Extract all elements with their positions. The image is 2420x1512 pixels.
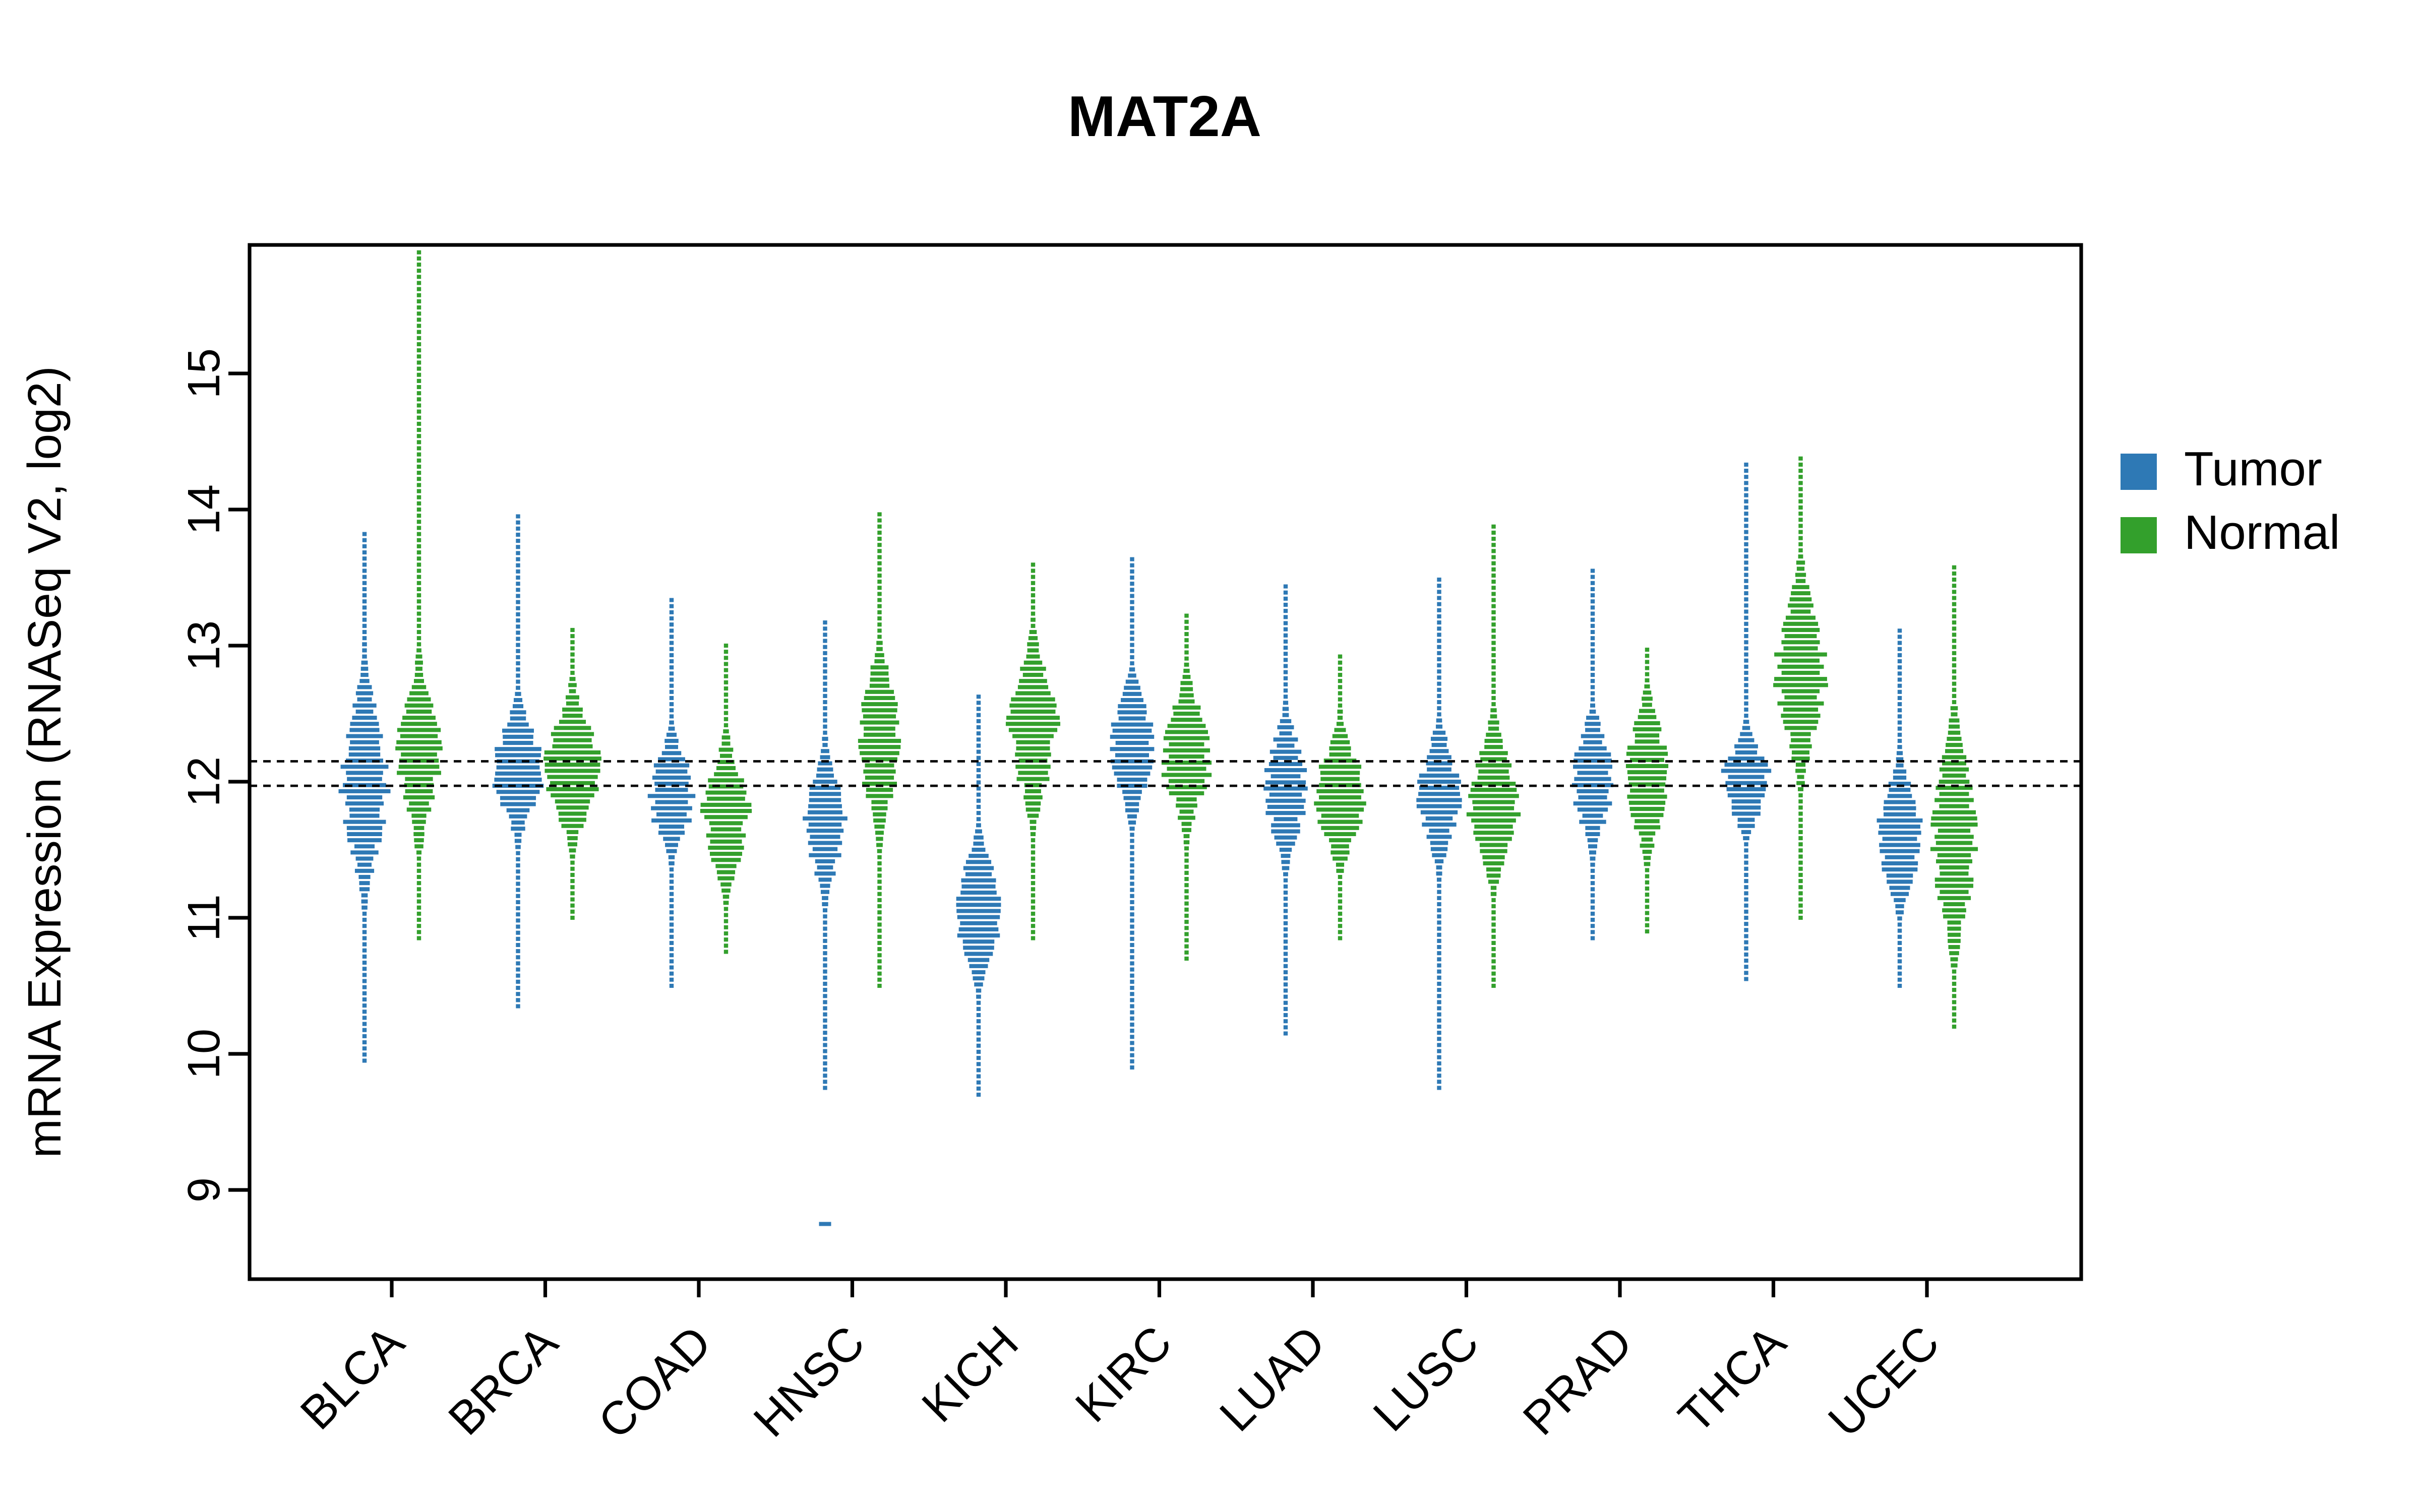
violin-kich-normal (1005, 562, 1061, 940)
violin-thca-tumor (1721, 462, 1772, 981)
violin-coad-tumor (647, 598, 696, 988)
x-tick-label: LUSC (1363, 1316, 1489, 1441)
x-tick-label: LUAD (1209, 1316, 1335, 1441)
violin-ucec-normal (1930, 565, 1978, 1029)
y-tick-label: 9 (179, 1177, 229, 1203)
violin-blca-normal (395, 250, 443, 940)
violin-layer (338, 250, 1978, 1226)
x-tick-label: THCA (1668, 1316, 1796, 1443)
violin-brca-tumor (492, 514, 544, 1009)
y-tick-label: 12 (179, 757, 229, 807)
legend-label-normal: Normal (2184, 506, 2340, 559)
violin-brca-normal (543, 627, 601, 920)
violin-kich-tumor (956, 695, 1001, 1097)
x-tick-label: UCEC (1818, 1316, 1949, 1447)
outlier-point (819, 1222, 831, 1226)
x-tick-label: KIRC (1065, 1316, 1182, 1432)
violin-hnsc-tumor (803, 620, 848, 1226)
y-tick-label: 14 (179, 484, 229, 535)
x-tick-label: BLCA (290, 1316, 414, 1439)
violin-kirc-normal (1161, 613, 1212, 961)
x-tick-label: PRAD (1513, 1316, 1642, 1445)
violin-hnsc-normal (858, 512, 901, 988)
violin-ucec-tumor (1877, 628, 1923, 988)
legend-swatch-normal (2121, 517, 2157, 553)
y-axis-title: mRNA Expression (RNASeq V2, log2) (18, 366, 71, 1158)
violin-kirc-tumor (1110, 557, 1155, 1070)
plot-area: 9 10 11 12 13 14 15 BLCA BRCA COAD HNSC KICH KIRC LUA… (179, 243, 2083, 1449)
y-tick-label: 13 (179, 620, 229, 671)
y-tick-label: 10 (179, 1029, 229, 1079)
violin-prad-normal (1625, 648, 1669, 934)
x-tick-label: KICH (912, 1316, 1028, 1432)
violin-luad-tumor (1263, 584, 1308, 1036)
violin-blca-tumor (338, 532, 391, 1063)
legend-label-tumor: Tumor (2184, 442, 2322, 496)
plot-border (248, 243, 2083, 1281)
violin-coad-normal (700, 643, 752, 954)
x-tick-label: BRCA (438, 1316, 567, 1445)
violin-prad-tumor (1571, 569, 1614, 940)
legend: Tumor Normal (2121, 442, 2340, 559)
x-tick-label: COAD (588, 1316, 721, 1449)
x-tick-label: HNSC (744, 1316, 875, 1447)
violin-luad-normal (1314, 654, 1366, 940)
violin-thca-normal (1773, 456, 1828, 920)
violin-lusc-tumor (1416, 578, 1462, 1090)
violin-lusc-normal (1466, 524, 1521, 988)
y-tick-label: 15 (179, 348, 229, 399)
y-tick-label: 11 (179, 894, 229, 941)
chart-title: MAT2A (1068, 85, 1261, 149)
legend-swatch-tumor (2121, 454, 2157, 490)
